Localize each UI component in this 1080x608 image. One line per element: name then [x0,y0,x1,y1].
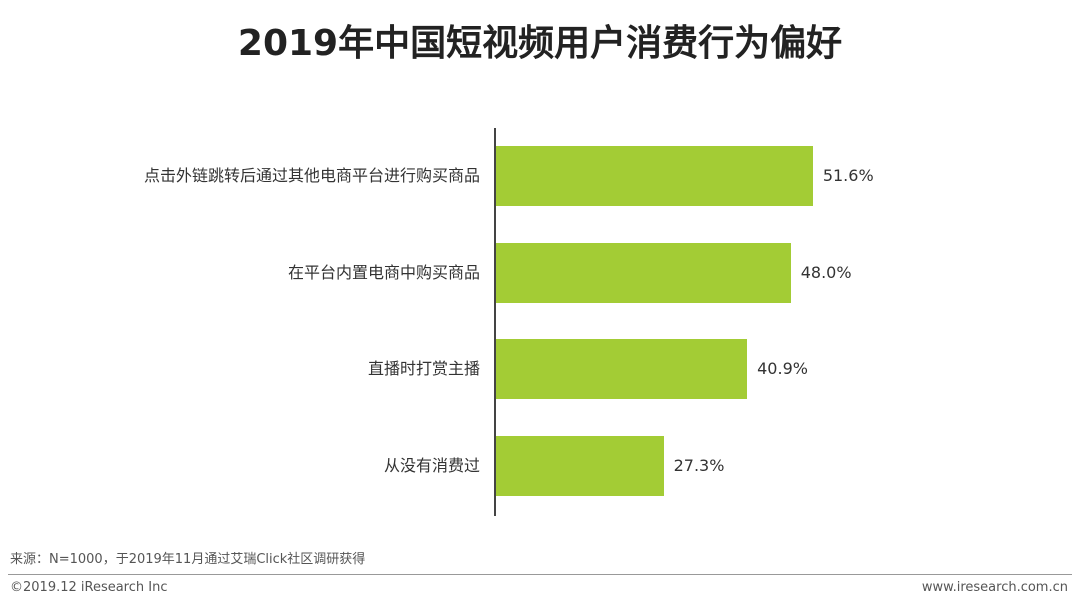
copyright: ©2019.12 iResearch Inc [10,580,168,595]
bar [496,435,664,496]
chart-title: 2019年中国短视频用户消费行为偏好 [237,23,843,64]
category-label: 直播时打赏主播 [367,359,480,379]
footer-rule [8,574,1072,575]
category-label: 点击外链跳转后通过其他电商平台进行购买商品 [143,166,480,186]
bar [496,339,748,400]
source-note: 来源：N=1000，于2019年11月通过艾瑞Click社区调研获得 [10,552,366,567]
value-label: 48.0% [800,262,852,282]
value-label: 51.6% [822,166,874,186]
category-label: 在平台内置电商中购买商品 [287,262,480,282]
website: www.iresearch.com.cn [921,580,1068,595]
category-label: 从没有消费过 [383,455,480,475]
axis-line [494,128,496,516]
bar [496,242,791,303]
value-label: 27.3% [673,455,725,475]
bar [496,146,813,207]
value-label: 40.9% [757,359,808,379]
